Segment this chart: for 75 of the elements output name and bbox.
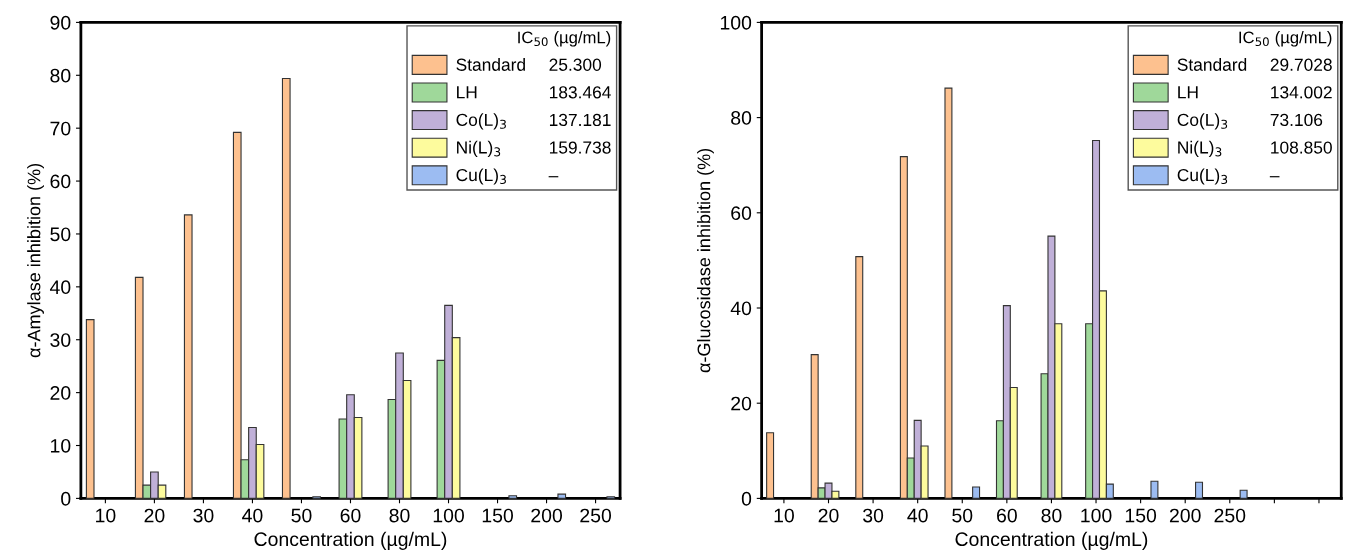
x-tick-label: 100 <box>433 508 464 523</box>
y-tick-label: 10 <box>51 438 71 453</box>
x-tick-label: 100 <box>1081 508 1112 523</box>
y-axis-title: α-Glucosidase inhibition (%) <box>697 148 714 373</box>
bar <box>1150 480 1159 499</box>
y-tick-label: 20 <box>731 396 752 411</box>
x-axis-title: Concentration (µg/mL) <box>955 531 1148 550</box>
y-tick-label: 80 <box>731 111 752 125</box>
y-tick-label: 60 <box>731 206 752 221</box>
bar <box>1195 481 1204 499</box>
annotation: 159.738 <box>549 141 611 154</box>
bar <box>766 432 775 499</box>
y-tick-label: 90 <box>50 15 71 30</box>
bar <box>944 87 953 499</box>
annotation: 29.7028 <box>1270 58 1332 71</box>
x-axis-title: Concentration (µg/mL) <box>254 531 447 550</box>
x-tick-label: 10 <box>96 508 116 523</box>
y-tick-label: 0 <box>61 491 71 506</box>
x-tick-label: 150 <box>1125 508 1157 523</box>
y-tick-label: 50 <box>50 227 71 242</box>
x-tick-label: 200 <box>531 508 563 523</box>
x-tick-label: 10 <box>774 508 794 523</box>
annotation: 108.850 <box>1271 141 1332 154</box>
legend-label: Standard <box>456 58 525 71</box>
y-tick-label: 30 <box>50 333 71 347</box>
x-tick-label: 60 <box>997 508 1017 523</box>
y-axis-title: α-Amylase inhibition (%) <box>27 163 44 358</box>
x-tick-label: 150 <box>482 508 513 523</box>
x-tick-label: 80 <box>1041 508 1062 523</box>
annotation: 25.300 <box>549 58 602 71</box>
bar <box>281 77 291 499</box>
x-tick-label: 30 <box>193 508 214 523</box>
y-tick-label: 60 <box>50 174 71 189</box>
annotation: – <box>1269 176 1280 178</box>
x-tick-label: 250 <box>1214 508 1246 523</box>
legend-label: Standard <box>1177 58 1247 71</box>
annotation: 73.106 <box>1270 113 1323 127</box>
x-tick-label: 250 <box>580 508 612 523</box>
x-tick-label: 40 <box>907 508 928 523</box>
x-tick-label: 50 <box>952 508 973 523</box>
legend-label: LH <box>1178 86 1198 99</box>
bar <box>972 486 981 499</box>
bar <box>85 319 95 499</box>
x-tick-label: 20 <box>144 508 165 523</box>
annotation: – <box>548 176 559 178</box>
y-tick-label: 100 <box>720 15 752 30</box>
y-tick-label: 40 <box>730 301 752 316</box>
legend-label: Cu(L)$_{3}$ <box>1177 168 1228 185</box>
y-tick-label: 0 <box>741 491 752 506</box>
annotation: 134.002 <box>1271 86 1332 99</box>
annotation: 183.464 <box>549 86 611 99</box>
legend-label: Ni(L)$_{3}$ <box>457 140 501 158</box>
x-tick-label: 20 <box>818 508 839 523</box>
legend-label: Cu(L)$_{3}$ <box>456 168 506 185</box>
legend-title: IC$_{50}$ (µg/mL) <box>518 31 611 47</box>
x-tick-label: 60 <box>340 508 361 523</box>
bar <box>183 214 193 499</box>
annotation: 137.181 <box>549 113 611 127</box>
x-tick-label: 80 <box>389 508 410 523</box>
x-tick-label: 50 <box>291 508 312 523</box>
bar <box>1239 489 1248 499</box>
legend-label: LH <box>457 86 477 99</box>
y-tick-label: 20 <box>50 386 71 400</box>
legend-title: IC$_{50}$ (µg/mL) <box>1239 31 1332 47</box>
x-tick-label: 30 <box>863 508 884 523</box>
y-tick-label: 80 <box>50 68 71 83</box>
x-tick-label: 40 <box>242 508 263 523</box>
legend-label: Ni(L)$_{3}$ <box>1178 140 1222 158</box>
legend-label: Co(L)$_{3}$ <box>456 113 506 130</box>
y-tick-label: 70 <box>50 121 71 136</box>
bar <box>855 256 864 499</box>
y-tick-label: 40 <box>49 280 71 295</box>
legend-label: Co(L)$_{3}$ <box>1177 113 1228 130</box>
bar <box>508 495 518 499</box>
x-tick-label: 200 <box>1169 508 1201 523</box>
